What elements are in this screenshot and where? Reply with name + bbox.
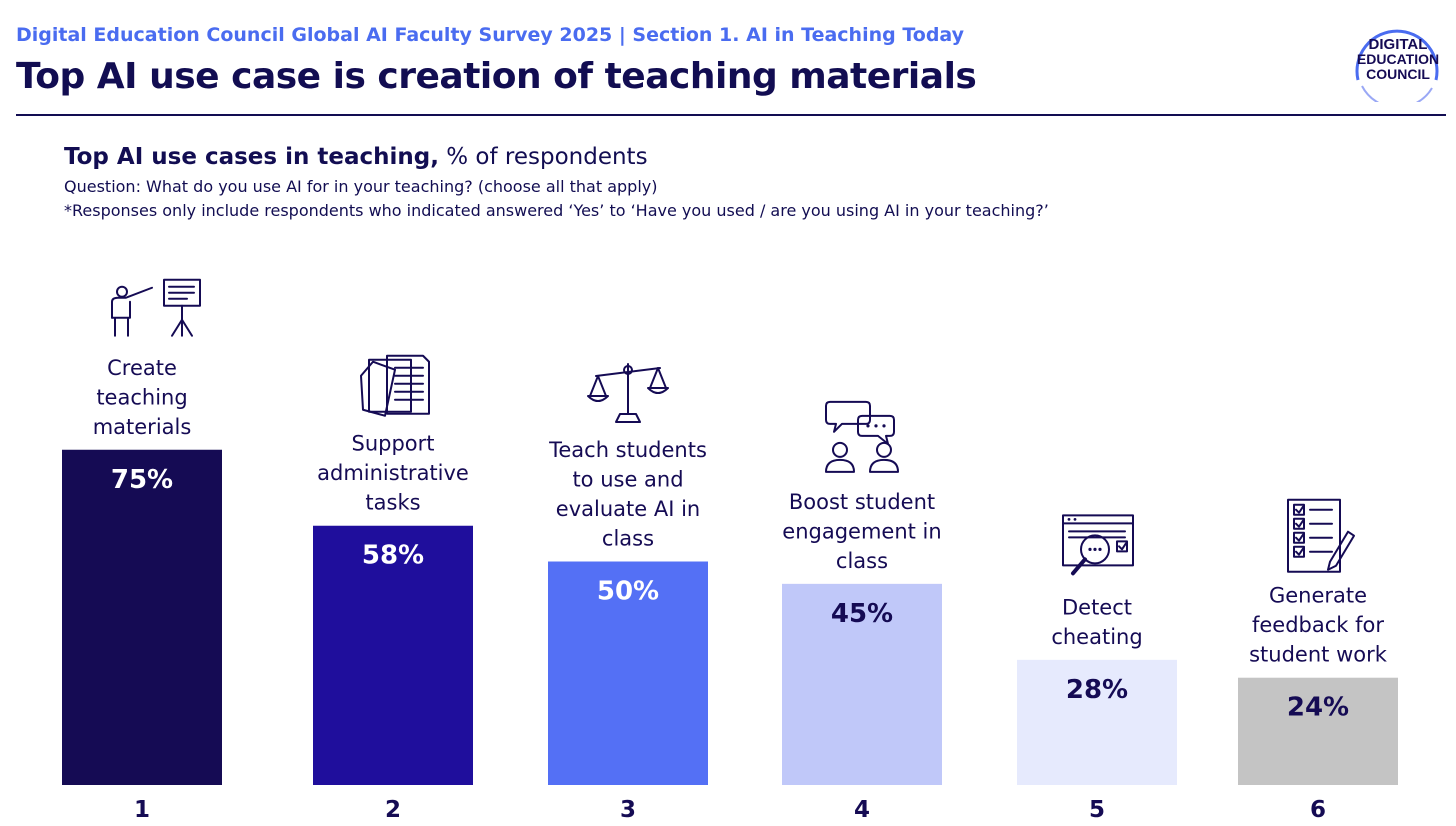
value-label-5: 28% bbox=[1066, 675, 1128, 705]
report-eyebrow: Digital Education Council Global AI Facu… bbox=[16, 24, 965, 46]
bar-label-1-line-1: Create bbox=[107, 356, 177, 380]
bar-label-4-line-1: Boost student bbox=[789, 490, 935, 514]
bar-4 bbox=[782, 583, 942, 785]
x-tick-label-2: 2 bbox=[385, 797, 401, 823]
value-label-4: 45% bbox=[831, 599, 893, 629]
value-label-1: 75% bbox=[111, 465, 173, 495]
x-tick-label-6: 6 bbox=[1310, 797, 1326, 823]
logo-line-2: EDUCATION bbox=[1357, 51, 1439, 67]
value-label-6: 24% bbox=[1287, 693, 1349, 723]
bar-label-2-line-2: administrative bbox=[317, 461, 469, 485]
bar-1 bbox=[62, 449, 222, 785]
bar-label-4-line-3: class bbox=[836, 549, 888, 573]
survey-question: Question: What do you use AI for in your… bbox=[64, 177, 658, 196]
presentation-teacher-icon bbox=[111, 278, 201, 337]
bar-label-5-line-1: Detect bbox=[1062, 595, 1132, 619]
bar-2 bbox=[313, 525, 473, 785]
x-tick-label-5: 5 bbox=[1089, 797, 1105, 823]
chart-title: Top AI use cases in teaching, % of respo… bbox=[64, 144, 648, 170]
bar-label-2-line-1: Support bbox=[351, 432, 434, 456]
value-label-2: 58% bbox=[362, 541, 424, 571]
magnifier-screen-icon bbox=[1062, 514, 1134, 576]
x-tick-label-1: 1 bbox=[134, 797, 150, 823]
chat-people-icon bbox=[825, 400, 899, 473]
bar-label-3-line-3: evaluate AI in bbox=[556, 497, 700, 521]
bar-label-4-line-2: engagement in bbox=[782, 519, 941, 543]
logo-line-1: DIGITAL bbox=[1369, 36, 1428, 53]
documents-icon bbox=[360, 354, 430, 417]
bar-label-2-line-3: tasks bbox=[365, 491, 420, 515]
chart-title-unit: % of respondents bbox=[446, 144, 648, 170]
chart-footnote: *Responses only include respondents who … bbox=[64, 201, 1049, 220]
x-tick-label-4: 4 bbox=[854, 797, 870, 823]
bar-label-6-line-1: Generate bbox=[1269, 584, 1367, 608]
page-title: Top AI use case is creation of teaching … bbox=[16, 56, 977, 97]
bar-label-3-line-1: Teach students bbox=[548, 438, 707, 462]
bar-label-1-line-2: teaching bbox=[96, 385, 187, 409]
bar-label-3-line-4: class bbox=[602, 527, 654, 551]
checklist-pencil-icon bbox=[1287, 498, 1355, 573]
bar-label-1-line-3: materials bbox=[93, 415, 192, 439]
bar-5 bbox=[1017, 659, 1177, 785]
bar-label-6-line-3: student work bbox=[1249, 643, 1388, 667]
chart-title-main: Top AI use cases in teaching, bbox=[64, 144, 439, 170]
bar-6 bbox=[1238, 677, 1398, 785]
bar-label-3-line-2: to use and bbox=[572, 468, 683, 492]
digital-education-council-logo: DIGITAL EDUCATION COUNCIL bbox=[1355, 29, 1439, 102]
bar-label-6-line-2: feedback for bbox=[1252, 613, 1384, 637]
value-label-3: 50% bbox=[597, 577, 659, 607]
balance-scale-icon bbox=[587, 363, 669, 423]
logo-line-3: COUNCIL bbox=[1366, 66, 1430, 82]
x-tick-label-3: 3 bbox=[620, 797, 636, 823]
bar-label-5-line-2: cheating bbox=[1051, 625, 1142, 649]
bar-3 bbox=[548, 561, 708, 785]
title-divider bbox=[16, 114, 1446, 116]
